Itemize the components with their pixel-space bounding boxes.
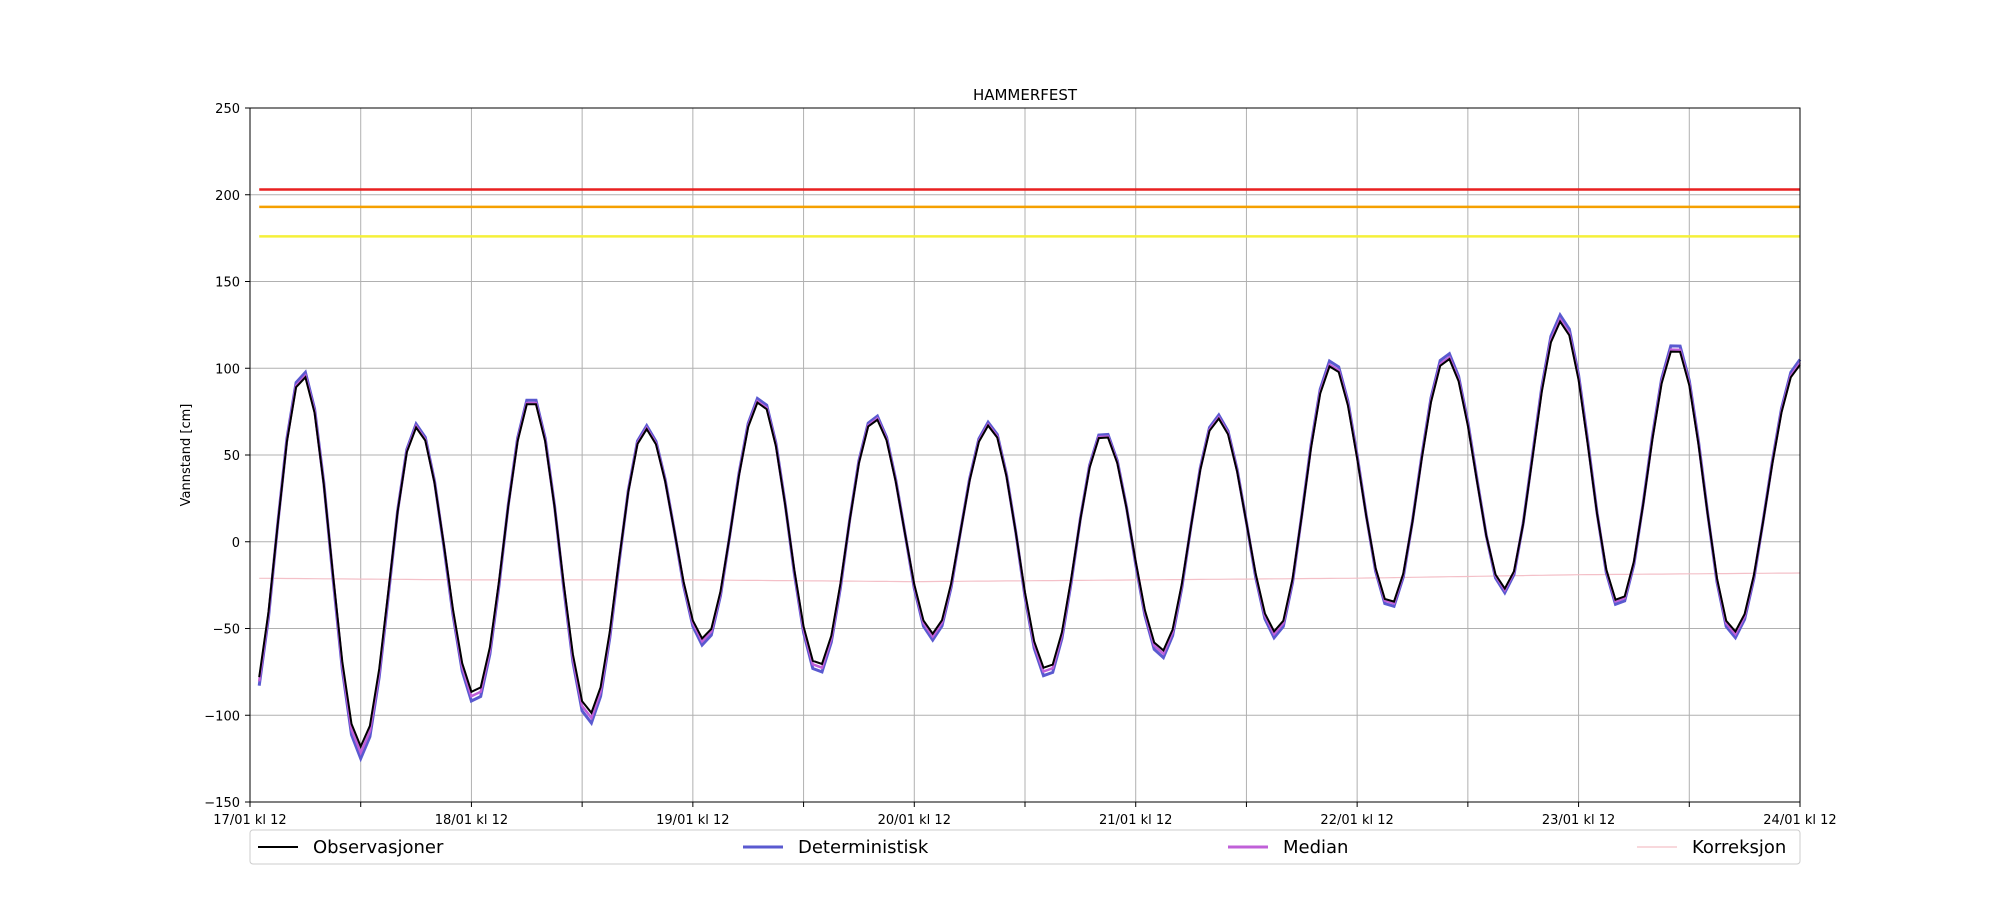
y-tick-label: −100 [204,709,240,724]
y-tick-label: 0 [232,536,240,551]
x-tick-label: 22/01 kl 12 [1320,813,1393,828]
y-tick-label: 150 [215,276,240,291]
series-deterministisk [257,311,1802,763]
x-tick-label: 24/01 kl 12 [1763,813,1836,828]
series-korreksjon [259,572,1801,583]
y-axis-label: Vannstand [cm] [179,404,194,507]
legend: Observasjoner Deterministisk Median Korreks… [249,829,1801,865]
y-tick-label: 200 [215,189,240,204]
y-tick-label: −150 [204,796,240,811]
series-observasjoner [258,319,1801,750]
x-ticks: 17/01 kl 12 18/01 kl 12 19/01 kl 12 20/01 k… [213,802,1837,828]
x-tick-label: 21/01 kl 12 [1099,813,1172,828]
legend-label: Observasjoner [313,837,444,858]
legend-label: Deterministisk [798,837,929,858]
y-tick-label: 100 [215,362,240,377]
series-median [257,316,1802,756]
x-tick-label: 23/01 kl 12 [1542,813,1615,828]
x-tick-label: 18/01 kl 12 [435,813,508,828]
y-ticks: −150 −100 −50 0 50 100 150 200 250 [204,102,250,811]
y-tick-label: 50 [223,449,240,464]
grid [249,107,1801,803]
chart-title: HAMMERFEST [973,86,1078,104]
series-lines [257,311,1802,763]
x-tick-label: 20/01 kl 12 [878,813,951,828]
y-tick-label: 250 [215,102,240,117]
legend-label: Median [1283,837,1348,858]
threshold-lines [259,188,1800,238]
x-tick-label: 19/01 kl 12 [656,813,729,828]
legend-label: Korreksjon [1692,837,1786,858]
y-tick-label: −50 [213,623,240,638]
legend-box [249,829,1801,865]
x-tick-label: 17/01 kl 12 [213,813,286,828]
